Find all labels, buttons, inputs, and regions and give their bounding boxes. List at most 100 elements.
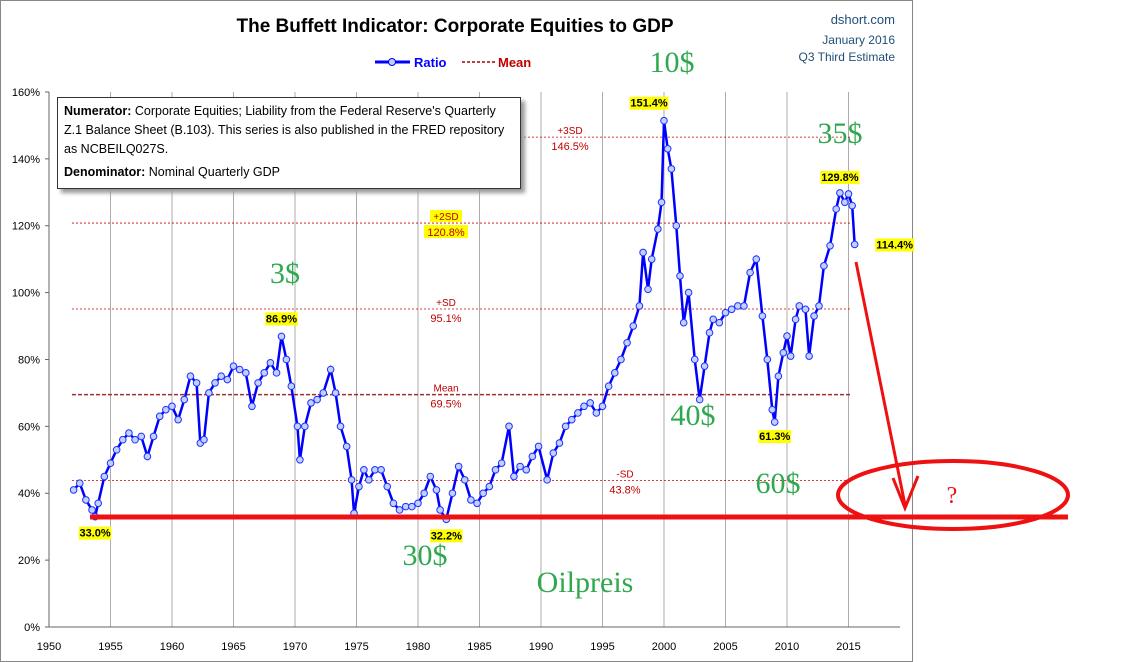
ratio-point xyxy=(844,190,853,198)
ratio-point xyxy=(94,499,102,508)
x-tick-label: 2015 xyxy=(836,641,860,653)
ratio-point xyxy=(69,486,78,494)
ratio-point xyxy=(479,489,487,498)
x-tick-label: 1950 xyxy=(37,641,61,653)
ratio-point xyxy=(88,506,96,514)
ratio-point xyxy=(543,476,551,484)
x-tick-label: 2005 xyxy=(713,641,737,653)
data-label: 114.4% xyxy=(876,239,913,251)
ref-line-label: +3SD xyxy=(557,126,582,137)
ratio-point xyxy=(705,328,714,337)
oil-price-annotation: 35$ xyxy=(818,117,863,150)
ratio-point xyxy=(567,415,576,424)
ratio-point xyxy=(721,308,730,317)
ratio-point xyxy=(149,432,158,441)
ratio-point xyxy=(635,302,644,310)
x-tick-label: 1970 xyxy=(283,641,307,653)
y-tick-label: 160% xyxy=(12,87,40,99)
ratio-line xyxy=(72,120,856,523)
numerator-text: Corporate Equities; Liability from the F… xyxy=(64,104,505,156)
y-tick-label: 80% xyxy=(18,354,40,366)
ratio-point xyxy=(205,389,213,397)
ratio-point xyxy=(805,352,813,360)
ratio-point xyxy=(377,466,385,474)
ratio-point xyxy=(832,205,841,213)
ratio-point xyxy=(168,402,176,411)
ref-line-value: 43.8% xyxy=(609,485,640,497)
note-box: Numerator: Corporate Equities; Liability… xyxy=(57,97,521,189)
y-tick-label: 0% xyxy=(24,622,40,634)
ratio-point xyxy=(826,241,834,250)
ratio-point xyxy=(786,352,795,360)
ratio-point xyxy=(690,355,699,364)
ratio-point xyxy=(223,375,232,384)
ratio-point xyxy=(313,395,321,404)
ratio-point xyxy=(850,240,859,249)
ratio-point xyxy=(347,476,356,484)
ratio-point xyxy=(319,389,328,397)
ratio-point xyxy=(491,466,500,474)
ratio-point xyxy=(125,429,133,437)
ratio-point xyxy=(700,362,709,370)
ratio-point xyxy=(454,462,463,471)
ratio-point xyxy=(229,362,238,370)
ratio-point xyxy=(272,369,281,377)
ratio-point xyxy=(815,302,823,310)
x-tick-label: 1990 xyxy=(529,641,553,653)
ref-line-value: 69.5% xyxy=(430,399,461,411)
ref-line-value: 120.8% xyxy=(427,227,465,239)
ratio-point xyxy=(360,466,368,474)
ratio-point xyxy=(516,462,524,471)
highlight xyxy=(430,210,462,223)
ratio-point xyxy=(647,255,656,263)
ratio-point xyxy=(467,496,475,504)
ratio-point xyxy=(580,402,588,411)
ratio-point xyxy=(301,422,309,431)
ratio-point xyxy=(715,318,724,327)
y-tick-label: 60% xyxy=(18,421,40,433)
ratio-point xyxy=(561,422,570,431)
ratio-point xyxy=(586,399,595,407)
ratio-point xyxy=(654,225,662,233)
ratio-point xyxy=(709,315,718,324)
numerator-label: Numerator: xyxy=(64,104,132,118)
ratio-point xyxy=(401,502,410,511)
ratio-point xyxy=(598,402,607,411)
arrow-line xyxy=(854,261,907,506)
ratio-point xyxy=(663,145,672,153)
ratio-point xyxy=(143,452,152,461)
x-tick-label: 1985 xyxy=(467,641,491,653)
ratio-point xyxy=(473,499,481,508)
ratio-point xyxy=(119,435,127,444)
data-label-bg xyxy=(430,529,463,543)
ratio-point xyxy=(810,312,818,320)
data-label-bg xyxy=(78,526,112,540)
ratio-point xyxy=(657,198,666,207)
x-tick-label: 1975 xyxy=(344,641,368,653)
legend-mean-label: Mean xyxy=(498,55,531,70)
data-label: 151.4% xyxy=(630,98,668,110)
x-tick-label: 1980 xyxy=(406,641,430,653)
ratio-point xyxy=(549,449,558,457)
ratio-point xyxy=(623,338,631,347)
ratio-point xyxy=(644,285,652,294)
question-ellipse xyxy=(836,459,1070,531)
ratio-point xyxy=(510,472,518,481)
ratio-point xyxy=(617,355,625,364)
arrow-head-icon xyxy=(891,475,920,513)
ratio-point xyxy=(629,322,638,330)
ratio-point xyxy=(293,422,302,431)
ratio-point xyxy=(155,412,164,421)
ratio-point xyxy=(460,476,469,484)
ratio-point xyxy=(371,466,379,474)
data-label: 86.9% xyxy=(266,313,297,325)
ratio-point xyxy=(408,502,416,511)
question-mark: ? xyxy=(947,483,958,509)
ratio-point xyxy=(426,472,435,481)
data-label: 61.3% xyxy=(759,431,790,443)
x-tick-label: 1995 xyxy=(590,641,614,653)
ratio-point xyxy=(604,382,613,391)
ratio-point xyxy=(611,369,619,377)
ratio-point xyxy=(555,439,564,447)
